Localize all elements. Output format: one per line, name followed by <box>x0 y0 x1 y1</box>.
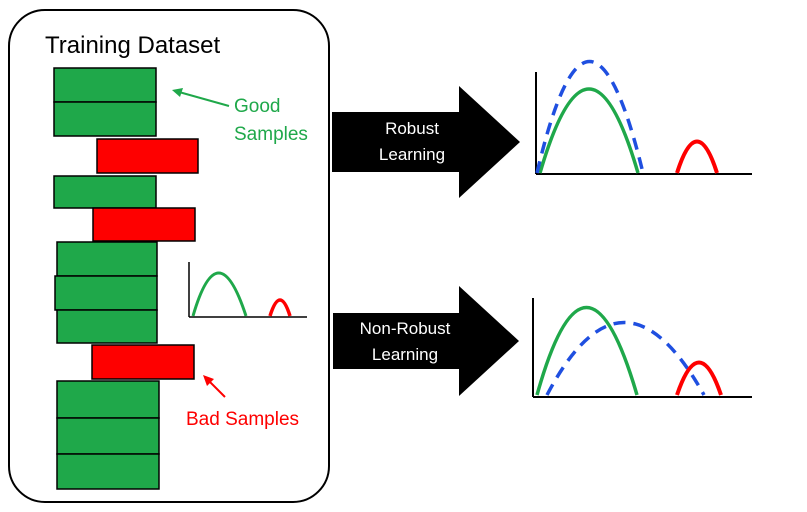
robust-data-curve <box>538 87 640 174</box>
non-robust-model-fit-curve <box>545 321 706 396</box>
good-sample-bar <box>56 309 158 344</box>
good-sample-bar <box>56 380 160 419</box>
bad-samples-label: Bad Samples <box>186 409 299 430</box>
bad-sample-bar <box>96 138 199 174</box>
non-robust-outlier-curve <box>675 360 723 396</box>
good-sample-bar <box>56 453 160 490</box>
bad-samples-pointer-arrow <box>203 375 226 398</box>
sample-bars <box>53 67 199 490</box>
good-sample-bar <box>54 275 158 311</box>
robust-learning-arrow: Robust Learning <box>332 86 520 198</box>
good-samples-label-line2: Samples <box>234 124 308 145</box>
non-robust-label-line2: Learning <box>372 345 438 364</box>
dataset-distribution-inset <box>188 262 307 318</box>
non-robust-label-line1: Non-Robust <box>360 319 451 338</box>
robust-outlier-curve <box>675 139 719 174</box>
non-robust-result-plot <box>532 298 752 398</box>
good-sample-bar <box>53 175 157 209</box>
robust-model-fit-curve <box>535 60 645 174</box>
robust-label-line2: Learning <box>379 145 445 164</box>
good-sample-bar <box>53 67 157 103</box>
robust-label-line1: Robust <box>385 119 439 138</box>
training-dataset-panel: Training Dataset Good Samples Bad Sample… <box>8 9 330 503</box>
inset-bad-curve <box>268 298 292 317</box>
bad-sample-bar <box>92 207 196 242</box>
inset-good-curve <box>191 271 248 317</box>
good-sample-bar <box>53 101 157 137</box>
bad-sample-bar <box>91 344 195 380</box>
non-robust-learning-arrow: Non-Robust Learning <box>333 286 519 396</box>
robust-result-plot <box>535 60 752 175</box>
good-sample-bar <box>56 417 160 455</box>
non-robust-data-curve <box>535 306 639 396</box>
dataset-title: Training Dataset <box>45 32 221 59</box>
good-sample-bar <box>56 241 158 277</box>
good-samples-pointer-arrow <box>172 88 230 107</box>
good-samples-label-line1: Good <box>234 96 280 117</box>
